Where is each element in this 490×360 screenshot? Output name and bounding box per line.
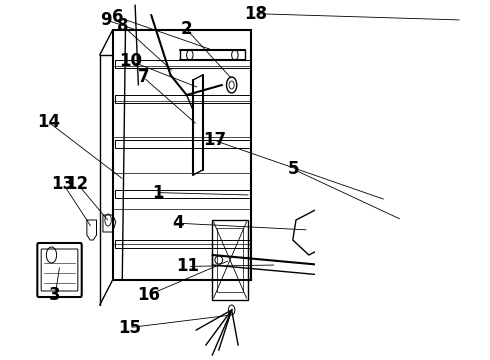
- Bar: [212, 220, 248, 300]
- Bar: [115, 95, 250, 103]
- Text: 6: 6: [113, 8, 124, 26]
- Text: 2: 2: [180, 20, 192, 38]
- Bar: [218, 228, 243, 292]
- Bar: [115, 190, 250, 198]
- Circle shape: [439, 60, 442, 66]
- Text: 9: 9: [100, 11, 111, 29]
- Bar: [115, 60, 250, 68]
- Text: 10: 10: [120, 52, 143, 70]
- Text: 15: 15: [118, 319, 141, 337]
- Circle shape: [477, 10, 481, 16]
- Text: 18: 18: [244, 5, 267, 23]
- Bar: [115, 140, 250, 148]
- Bar: [115, 240, 250, 248]
- Text: 8: 8: [117, 17, 129, 35]
- Text: 5: 5: [288, 160, 299, 178]
- Text: 17: 17: [203, 131, 226, 149]
- Circle shape: [477, 60, 481, 66]
- Text: 14: 14: [37, 113, 60, 131]
- Text: 4: 4: [172, 214, 184, 232]
- Text: 11: 11: [176, 257, 199, 275]
- Text: 1: 1: [152, 184, 163, 202]
- Circle shape: [439, 10, 442, 16]
- Text: 13: 13: [51, 175, 74, 193]
- Text: 7: 7: [138, 68, 149, 86]
- Text: 16: 16: [137, 286, 160, 304]
- Text: 12: 12: [66, 175, 89, 193]
- Text: 3: 3: [49, 286, 61, 304]
